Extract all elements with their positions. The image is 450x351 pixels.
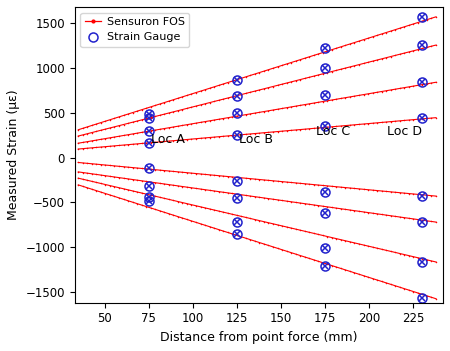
X-axis label: Distance from point force (mm): Distance from point force (mm) (160, 331, 358, 344)
Text: Loc D: Loc D (387, 125, 422, 138)
Text: Loc B: Loc B (238, 133, 273, 146)
Text: Loc A: Loc A (150, 133, 184, 146)
Legend: Sensuron FOS, Strain Gauge: Sensuron FOS, Strain Gauge (80, 13, 189, 47)
Y-axis label: Measured Strain (με): Measured Strain (με) (7, 90, 20, 220)
Text: Loc C: Loc C (316, 125, 350, 138)
